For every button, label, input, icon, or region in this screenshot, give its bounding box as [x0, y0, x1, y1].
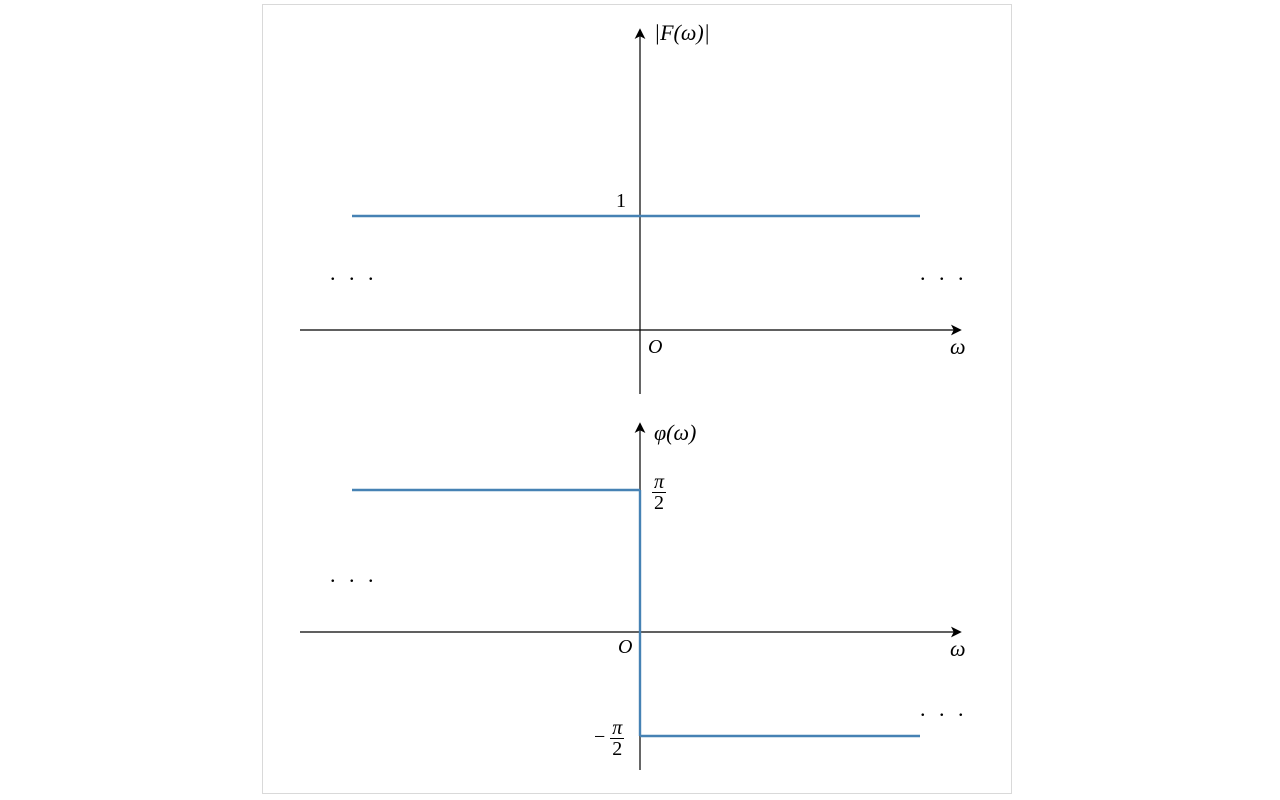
plot2-ellipsis-left: . . .: [330, 562, 378, 588]
plot1-ellipsis-left: . . .: [330, 260, 378, 286]
plot1-title: |F(ω)|: [654, 20, 710, 46]
plot2-title: φ(ω): [654, 420, 696, 446]
plot2-tick-neg-den: 2: [610, 738, 624, 759]
plot1-title-F: F: [660, 20, 673, 45]
plot2-tick-pos-den: 2: [652, 492, 666, 513]
plot2-ellipsis-right: . . .: [920, 696, 968, 722]
plot1-origin-label: O: [648, 336, 662, 359]
plot1-ellipsis-right: . . .: [920, 260, 968, 286]
plot2-tick-pos-num: π: [652, 472, 666, 492]
plot2-tick-neg-prefix: −: [594, 726, 605, 748]
plot1-x-label: ω: [950, 334, 966, 360]
plot2-tick-neg-num: π: [610, 718, 624, 738]
plot2-origin-label: O: [618, 636, 632, 659]
plot2-tick-neg: − π 2: [594, 718, 624, 759]
plot2-x-label: ω: [950, 636, 966, 662]
plot1-tick-1: 1: [616, 190, 626, 213]
plots-svg: [0, 0, 1280, 800]
plot2-tick-pos: π 2: [652, 472, 666, 513]
